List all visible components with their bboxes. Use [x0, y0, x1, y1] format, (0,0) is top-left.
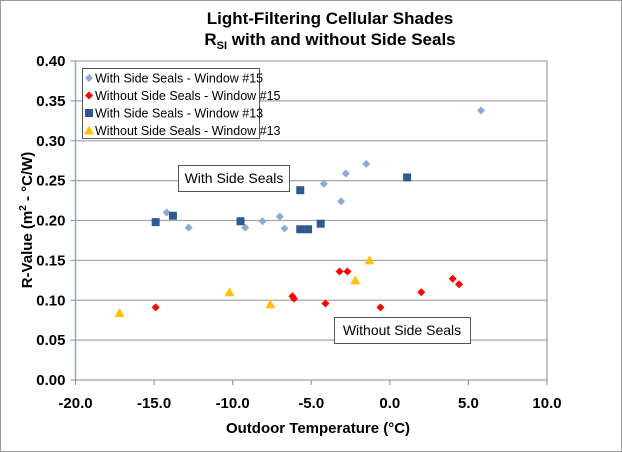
x-tick-label: -5.0	[298, 395, 324, 412]
y-axis-label: R-Value (m2 - °C/W)	[18, 152, 36, 289]
legend: With Side Seals - Window #15 Without Side…	[82, 68, 281, 139]
svg-text:With Side Seals: With Side Seals	[185, 170, 284, 186]
diamond-point	[343, 267, 352, 276]
x-tick-label: -10.0	[216, 395, 250, 412]
diamond-point	[280, 224, 289, 233]
diamond-point	[319, 179, 328, 188]
y-tick-label: 0.35	[36, 93, 65, 110]
diamond-point	[151, 303, 160, 312]
legend-label: Without Side Seals - Window #13	[95, 124, 281, 138]
series-4	[114, 255, 375, 318]
diamond-point	[275, 212, 284, 221]
square-point	[296, 186, 305, 195]
x-tick-label: 0.0	[379, 395, 400, 412]
title-r: R	[204, 30, 216, 49]
diamond-point	[337, 197, 346, 206]
legend-item: Without Side Seals - Window #15	[85, 89, 281, 103]
diamond-point	[321, 299, 330, 308]
y-tick-label: 0.40	[36, 53, 65, 70]
triangle-point	[364, 255, 375, 265]
x-axis-label: Outdoor Temperature (°C)	[226, 420, 410, 437]
diamond-point	[362, 159, 371, 168]
legend-item: With Side Seals - Window #13	[85, 107, 263, 121]
y-tick-label: 0.00	[36, 372, 65, 389]
title-subscript: SI	[217, 40, 227, 52]
diamond-point	[476, 106, 485, 115]
x-tick-label: -20.0	[58, 395, 92, 412]
legend-label: Without Side Seals - Window #15	[95, 89, 281, 103]
legend-item: With Side Seals - Window #15	[85, 72, 263, 86]
y-tick-label: 0.25	[36, 173, 65, 190]
annotation-with-side-seals: With Side Seals	[178, 165, 290, 192]
x-tick-label: -15.0	[137, 395, 171, 412]
diamond-point	[417, 288, 426, 297]
diamond-point	[376, 303, 385, 312]
annotation-without-side-seals: Without Side Seals	[334, 317, 471, 344]
title-rest: with and without Side Seals	[227, 30, 456, 49]
triangle-legend-icon	[84, 125, 94, 135]
y-tick-label: 0.10	[36, 292, 65, 309]
square-point	[151, 218, 160, 227]
data-points	[114, 106, 485, 318]
y-tick-label: 0.20	[36, 213, 65, 230]
diamond-point	[335, 267, 344, 276]
square-point	[168, 211, 177, 220]
square-point	[236, 217, 245, 226]
x-tick-label: 5.0	[458, 395, 479, 412]
chart-title-line1: Light-Filtering Cellular Shades	[207, 9, 454, 28]
legend-label: With Side Seals - Window #13	[95, 107, 263, 121]
diamond-legend-icon	[85, 91, 93, 100]
series-2	[151, 267, 463, 312]
chart-title-line2: RSI with and without Side Seals	[204, 30, 455, 52]
series-3	[151, 173, 412, 234]
y-tick-label: 0.15	[36, 252, 65, 269]
square-point	[316, 219, 325, 228]
triangle-point	[265, 299, 276, 309]
legend-label: With Side Seals - Window #15	[95, 72, 263, 86]
diamond-point	[341, 169, 350, 178]
square-point	[304, 225, 313, 234]
diamond-point	[241, 223, 250, 232]
y-tick-label: 0.30	[36, 133, 65, 150]
legend-item: Without Side Seals - Window #13	[84, 124, 281, 138]
series-1	[162, 106, 485, 233]
diamond-point	[258, 217, 267, 226]
triangle-point	[350, 275, 361, 285]
y-tick-label: 0.05	[36, 332, 65, 349]
svg-text:Without Side Seals: Without Side Seals	[343, 322, 461, 338]
diamond-point	[289, 294, 298, 303]
diamond-point	[454, 280, 463, 289]
diamond-point	[448, 274, 457, 283]
legend-box	[82, 68, 260, 139]
square-legend-icon	[85, 109, 93, 117]
square-point	[403, 173, 412, 182]
diamond-point	[184, 223, 193, 232]
axes: 0.00 0.05 0.10 0.15 0.20 0.25 0.30 0.35 0.40 -20.…	[36, 53, 561, 412]
diamond-legend-icon	[85, 74, 93, 82]
diamond-point	[162, 208, 171, 217]
x-tick-label: 10.0	[532, 395, 561, 412]
square-point	[296, 225, 305, 234]
triangle-point	[114, 308, 125, 318]
triangle-point	[224, 287, 235, 297]
